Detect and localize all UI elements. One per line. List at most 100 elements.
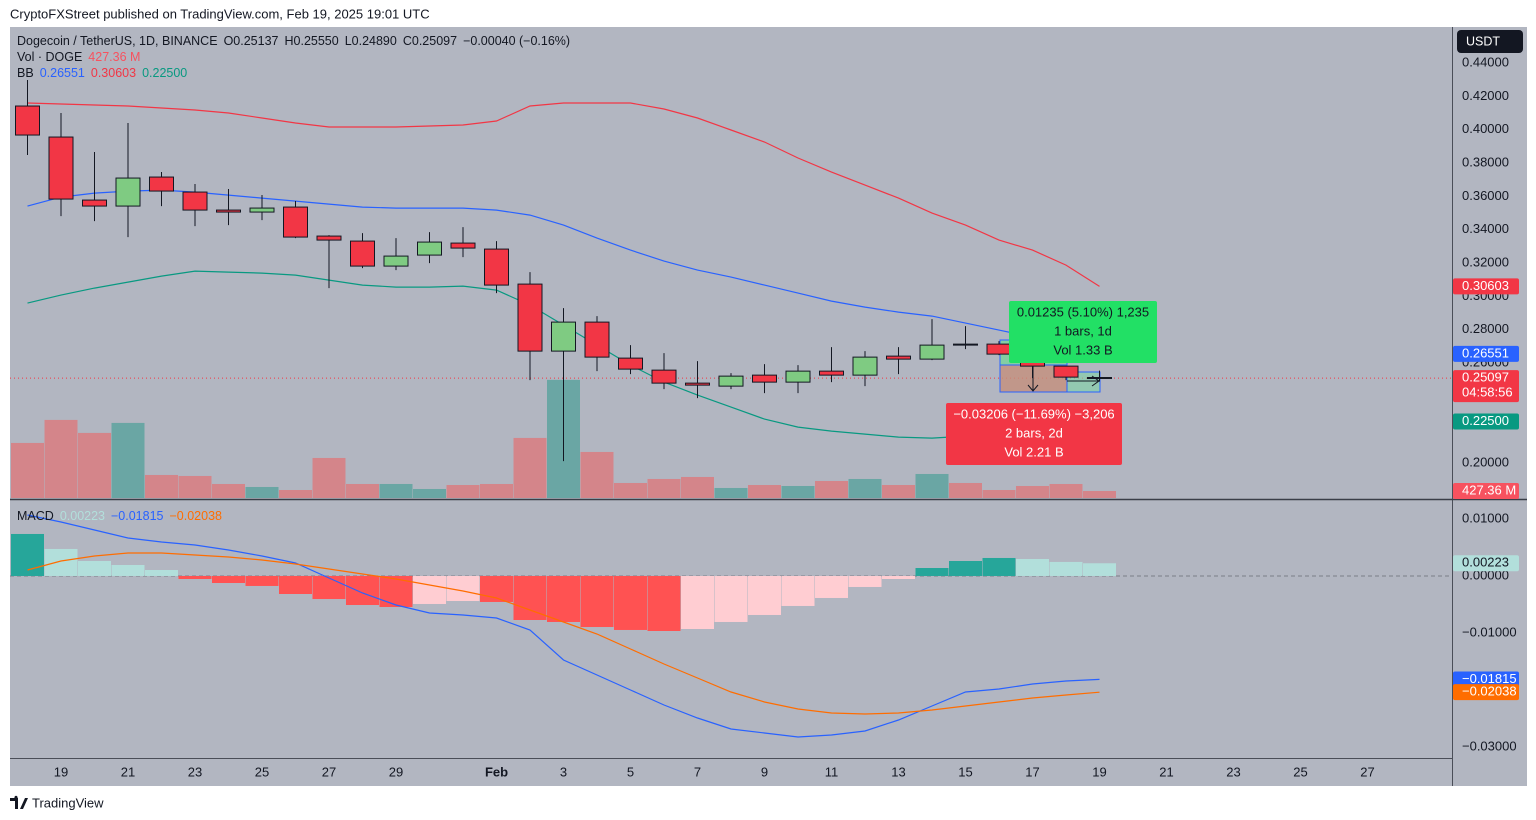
annotation-text: Vol 1.33 B <box>1053 342 1112 357</box>
annotation-box <box>1009 301 1157 363</box>
x-tick-label: 19 <box>54 764 68 779</box>
legend-change: −0.00040 (−0.16%) <box>463 34 571 48</box>
logo-mark <box>10 795 28 809</box>
legend-value: −0.01815 <box>111 509 164 523</box>
legend-key: L <box>344 34 352 48</box>
histogram-bar <box>346 575 379 606</box>
volume-bar <box>480 483 513 498</box>
annotation-layer: 0.01235 (5.10%) 1,235 1 bars, 1d Vol 1.3… <box>946 301 1157 465</box>
candle-body <box>1053 365 1079 378</box>
histogram-bar <box>78 560 111 576</box>
x-tick-label: 25 <box>255 764 269 779</box>
histogram-bar <box>279 575 312 594</box>
legend-value: −0.02038 <box>169 509 222 523</box>
x-tick-label: 27 <box>322 764 336 779</box>
histogram-bar <box>1083 563 1116 576</box>
currency-label[interactable]: USDT <box>1466 34 1500 48</box>
currency-button[interactable] <box>1457 30 1523 53</box>
x-tick-label: Feb <box>485 764 508 779</box>
legend-row: MACD 0.00223 −0.01815 −0.02038 <box>17 509 222 523</box>
price-tag-label: 427.36 M <box>1462 482 1516 497</box>
volume-bar <box>346 483 379 498</box>
legend-title: BB <box>17 66 34 80</box>
legend-ohlc: L0.24890 <box>345 34 397 48</box>
volume-bar <box>748 484 781 498</box>
legend-key: H <box>284 34 294 48</box>
volume-bar <box>949 482 982 498</box>
footer-logo <box>10 795 28 809</box>
volume-bar <box>580 451 614 498</box>
histogram-bar <box>111 564 145 576</box>
volume-bar <box>915 473 949 498</box>
annotation-text: 1 bars, 1d <box>1054 323 1112 338</box>
annotation-text: Vol 2.21 B <box>1004 444 1063 459</box>
footer-text: TradingView <box>32 795 104 810</box>
legend-value: 0.25550 <box>293 34 339 48</box>
histogram-bar <box>44 548 78 576</box>
histogram-bar <box>882 575 915 580</box>
legend-value: 0.25137 <box>233 34 279 48</box>
candle-body <box>249 207 275 213</box>
candle-body <box>48 136 74 200</box>
volume-bar <box>44 419 78 498</box>
x-tick-label: 3 <box>560 764 567 779</box>
price-tag-label: 0.22500 <box>1462 413 1509 428</box>
histogram-bar <box>547 575 580 622</box>
legend-ohlc: C0.25097 <box>403 34 457 48</box>
x-tick-label: 29 <box>389 764 403 779</box>
x-tick-label: 5 <box>627 764 634 779</box>
histogram-bar <box>614 575 647 630</box>
histogram-bar <box>848 575 882 587</box>
histogram-bar <box>413 575 446 604</box>
candle-body <box>718 375 744 387</box>
histogram-bar <box>915 568 949 576</box>
legend-value: 0.00223 <box>59 509 105 523</box>
publisher-line: CryptoFXStreet published on TradingView.… <box>10 6 430 21</box>
histogram-bar <box>145 570 178 576</box>
volume-bar <box>245 486 279 498</box>
volume-bar <box>446 484 480 498</box>
y-tick-label: 0.01000 <box>1462 510 1509 525</box>
legend-value: 0.22500 <box>142 66 188 80</box>
volume-bar <box>145 474 178 498</box>
candle-body <box>953 343 978 346</box>
x-tick-label: 21 <box>121 764 135 779</box>
candle-body <box>316 235 342 241</box>
candle-body <box>149 176 174 192</box>
histogram-bar <box>949 560 982 576</box>
candle-body <box>417 241 442 256</box>
candle-body <box>15 105 40 136</box>
y-tick-label: 0.42000 <box>1462 88 1509 103</box>
histogram-bar <box>982 557 1016 576</box>
volume-bar <box>111 422 145 498</box>
legend-ohlc: H0.25550 <box>284 34 338 48</box>
annotation-text: 0.01235 (5.10%) 1,235 <box>1017 304 1149 319</box>
candle-body <box>115 177 141 207</box>
y-tick-label: 0.38000 <box>1462 154 1509 169</box>
legend-title: Dogecoin / TetherUS, 1D, BINANCE <box>17 34 218 48</box>
candle-body <box>618 357 643 370</box>
x-tick-label: 25 <box>1293 764 1307 779</box>
candle-body <box>685 382 710 386</box>
volume-bar <box>647 478 681 498</box>
legend-row: BB 0.26551 0.30603 0.22500 <box>17 66 187 80</box>
candle-body <box>651 369 677 384</box>
histogram-bar <box>1049 561 1083 576</box>
volume-bar <box>681 476 714 498</box>
price-tag <box>1453 345 1519 362</box>
legend-value: 427.36 M <box>88 50 141 64</box>
legend-key: C <box>402 34 412 48</box>
histogram-bar <box>11 533 44 576</box>
histogram-bar <box>681 575 714 629</box>
candle-body <box>182 191 208 211</box>
y-tick-label: 0.28000 <box>1462 321 1509 336</box>
candle-body <box>551 321 576 352</box>
candle-body <box>752 374 777 383</box>
annotation-text: 2 bars, 2d <box>1005 425 1063 440</box>
price-tag <box>1453 278 1519 295</box>
x-tick-label: 17 <box>1025 764 1039 779</box>
candle-body <box>216 209 241 213</box>
